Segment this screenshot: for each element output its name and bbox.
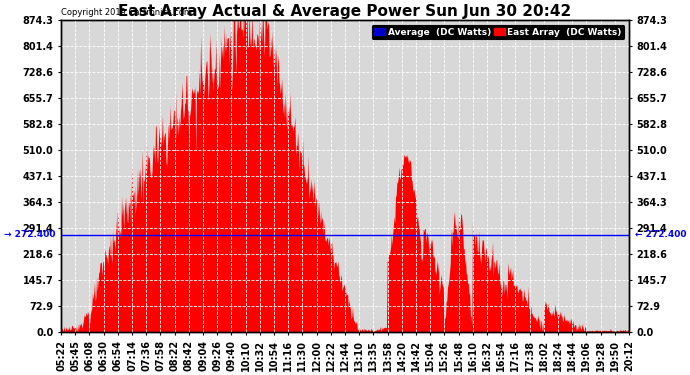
Title: East Array Actual & Average Power Sun Jun 30 20:42: East Array Actual & Average Power Sun Ju… xyxy=(119,4,571,19)
Text: → 272.400: → 272.400 xyxy=(4,231,55,240)
Legend: Average  (DC Watts), East Array  (DC Watts): Average (DC Watts), East Array (DC Watts… xyxy=(372,25,624,39)
Text: Copyright 2019 Cartronics.com: Copyright 2019 Cartronics.com xyxy=(61,8,192,17)
Text: ← 272.400: ← 272.400 xyxy=(635,231,686,240)
